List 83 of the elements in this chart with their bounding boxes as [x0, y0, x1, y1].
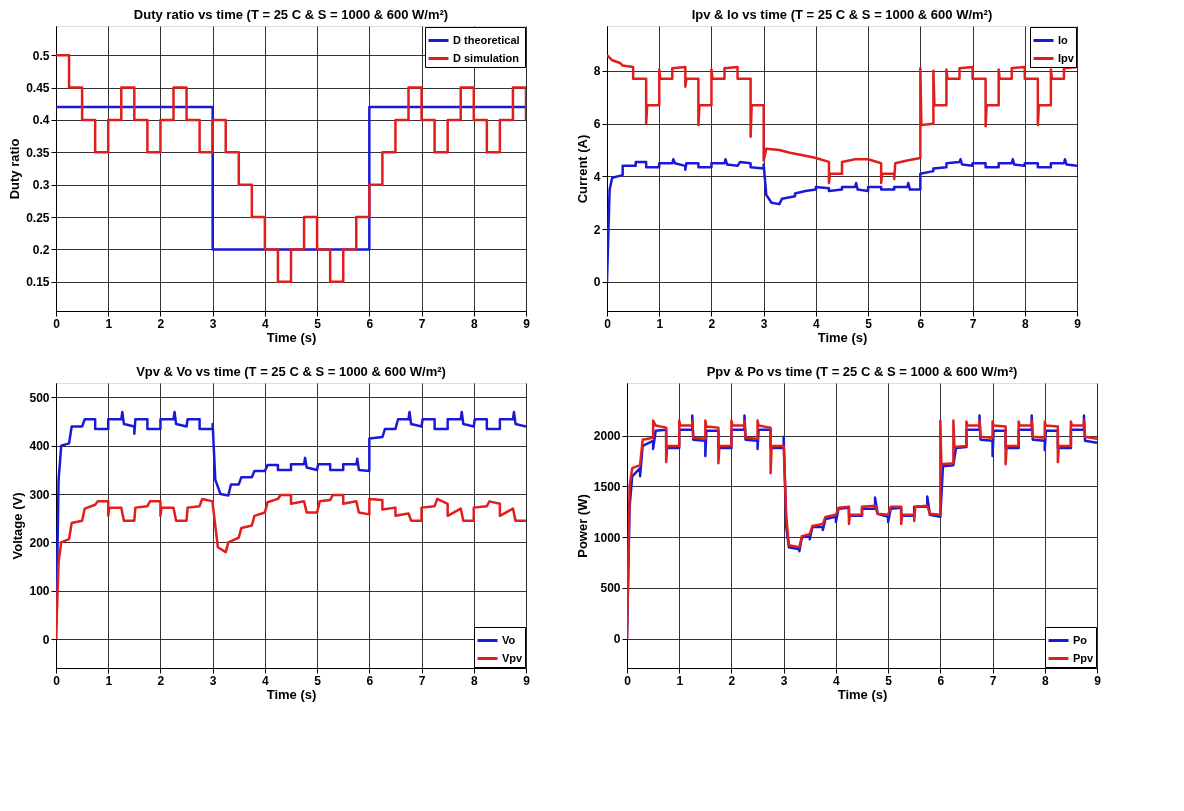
x-tick-label: 2: [157, 316, 165, 331]
x-tick-label: 8: [1041, 673, 1049, 688]
x-tick-label: 4: [262, 316, 270, 331]
x-tick-label: 7: [418, 673, 426, 688]
y-tick-label: 400: [29, 439, 50, 454]
x-tick-label: 5: [885, 673, 893, 688]
x-tick-label: 9: [523, 316, 531, 331]
y-tick-label: 1500: [593, 479, 621, 494]
y-axis-title: Voltage (V): [10, 492, 26, 560]
y-tick-label: 0: [42, 632, 50, 647]
y-tick-label: 300: [29, 487, 50, 502]
x-tick-label: 0: [53, 673, 61, 688]
chart-title: Duty ratio vs time (T = 25 C & S = 1000 & 600 W/m²): [133, 7, 449, 22]
y-tick-label: 200: [29, 535, 50, 550]
y-tick-label: 0.15: [26, 275, 50, 290]
x-tick-label: 6: [937, 673, 945, 688]
x-tick-label: 1: [105, 316, 113, 331]
y-tick-label: 2: [593, 222, 601, 237]
x-tick-label: 0: [624, 673, 632, 688]
x-tick-label: 6: [917, 316, 925, 331]
legend-label: Io: [1058, 33, 1069, 46]
x-axis-title: Time (s): [266, 329, 317, 345]
x-tick-label: 9: [523, 673, 531, 688]
x-axis-title: Time (s): [266, 686, 317, 702]
x-tick-label: 9: [1074, 316, 1082, 331]
legend-label: Po: [1073, 633, 1088, 646]
x-tick-label: 8: [470, 316, 478, 331]
chart-title: Vpv & Vo vs time (T = 25 C & S = 1000 & 600 W/m²): [136, 364, 446, 379]
y-tick-label: 0.4: [32, 113, 50, 128]
x-tick-label: 8: [470, 673, 478, 688]
x-tick-label: 5: [865, 316, 873, 331]
legend-label: D simulation: [453, 51, 520, 64]
x-tick-label: 2: [728, 673, 736, 688]
y-tick-label: 0.25: [26, 210, 50, 225]
x-tick-label: 1: [105, 673, 113, 688]
legend-label: Vo: [502, 633, 516, 646]
legend-label: Ppv: [1073, 651, 1095, 664]
x-tick-label: 7: [989, 673, 997, 688]
y-tick-label: 100: [29, 584, 50, 599]
y-tick-label: 4: [593, 169, 601, 184]
x-axis-title: Time (s): [817, 329, 868, 345]
y-tick-label: 2000: [593, 429, 621, 444]
x-tick-label: 8: [1021, 316, 1029, 331]
x-tick-label: 3: [780, 673, 788, 688]
chart-title: Ipv & Io vs time (T = 25 C & S = 1000 & 600 W/m²): [691, 7, 993, 22]
x-tick-label: 6: [366, 673, 374, 688]
y-axis-title: Duty ratio: [7, 138, 23, 200]
x-axis-title: Time (s): [837, 686, 888, 702]
x-tick-label: 7: [969, 316, 977, 331]
y-tick-label: 0.35: [26, 145, 50, 160]
x-tick-label: 4: [262, 673, 270, 688]
y-tick-label: 0: [613, 632, 621, 647]
y-axis-title: Power (W): [574, 494, 590, 558]
x-tick-label: 4: [833, 673, 841, 688]
x-tick-label: 3: [760, 316, 768, 331]
y-tick-label: 0: [593, 275, 601, 290]
y-tick-label: 500: [600, 581, 621, 596]
x-tick-label: 5: [314, 316, 322, 331]
chart-title: Ppv & Po vs time (T = 25 C & S = 1000 & 600 W/m²): [706, 364, 1018, 379]
y-tick-label: 0.3: [32, 178, 50, 193]
x-tick-label: 7: [418, 316, 426, 331]
x-tick-label: 3: [209, 316, 217, 331]
x-tick-label: 0: [53, 316, 61, 331]
y-tick-label: 500: [29, 390, 50, 405]
x-tick-label: 3: [209, 673, 217, 688]
x-tick-label: 9: [1094, 673, 1102, 688]
x-tick-label: 4: [813, 316, 821, 331]
x-tick-label: 1: [656, 316, 664, 331]
x-tick-label: 1: [676, 673, 684, 688]
y-tick-label: 0.45: [26, 81, 50, 96]
x-tick-label: 2: [708, 316, 716, 331]
legend-label: Ipv: [1058, 51, 1075, 64]
x-tick-label: 6: [366, 316, 374, 331]
x-tick-label: 2: [157, 673, 165, 688]
y-tick-label: 0.5: [32, 48, 50, 63]
x-tick-label: 5: [314, 673, 322, 688]
legend-label: Vpv: [502, 651, 524, 664]
y-tick-label: 1000: [593, 530, 621, 545]
legend-label: D theoretical: [453, 33, 520, 46]
y-tick-label: 6: [593, 117, 601, 132]
y-tick-label: 0.2: [32, 242, 50, 257]
y-tick-label: 8: [593, 64, 601, 79]
y-axis-title: Current (A): [574, 134, 590, 204]
